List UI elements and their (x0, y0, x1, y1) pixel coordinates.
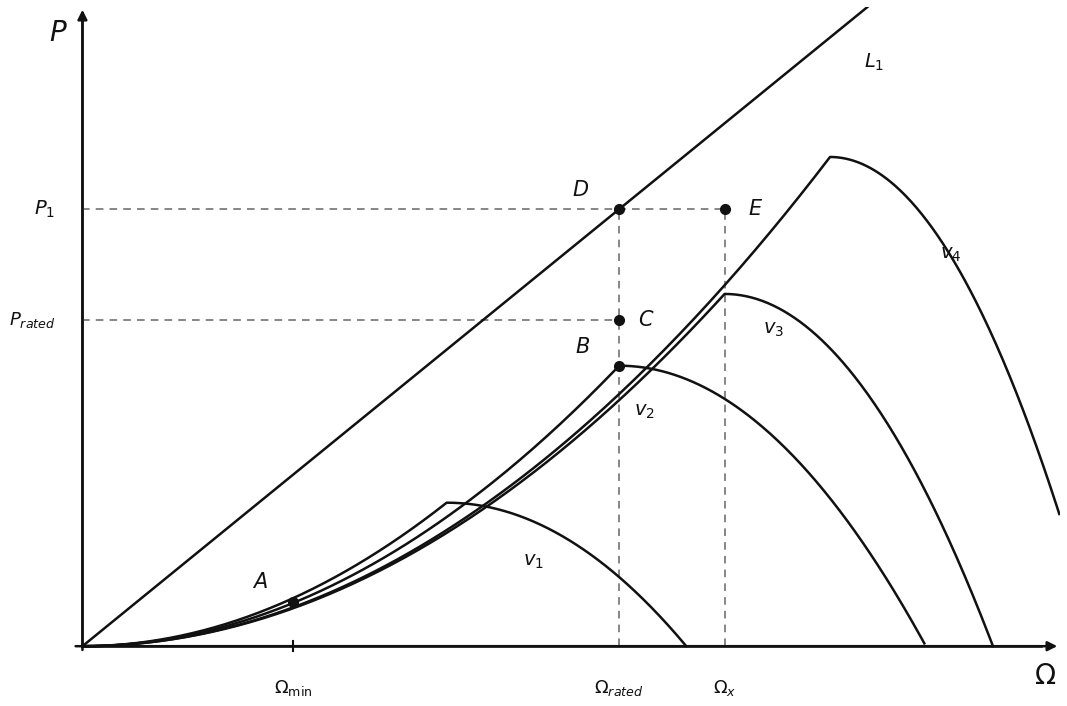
Text: $v_{2}$: $v_{2}$ (634, 402, 654, 421)
Text: $\Omega_{rated}$: $\Omega_{rated}$ (594, 678, 644, 698)
Text: $E$: $E$ (748, 199, 763, 219)
Text: $\Omega_x$: $\Omega_x$ (713, 678, 736, 698)
Text: $v_{1}$: $v_{1}$ (523, 552, 544, 571)
Text: $v_{3}$: $v_{3}$ (763, 321, 784, 340)
Text: $v_{4}$: $v_{4}$ (940, 245, 961, 264)
Text: $B$: $B$ (575, 337, 590, 357)
Text: $P_1$: $P_1$ (34, 198, 55, 220)
Text: $A$: $A$ (252, 573, 268, 592)
Text: $\Omega_{\min}$: $\Omega_{\min}$ (274, 678, 313, 698)
Text: $P$: $P$ (49, 18, 68, 47)
Text: $P_{rated}$: $P_{rated}$ (10, 310, 55, 330)
Text: $D$: $D$ (572, 179, 589, 200)
Text: $L_1$: $L_1$ (863, 52, 883, 73)
Text: $\Omega$: $\Omega$ (1034, 662, 1056, 690)
Text: $C$: $C$ (638, 310, 654, 330)
